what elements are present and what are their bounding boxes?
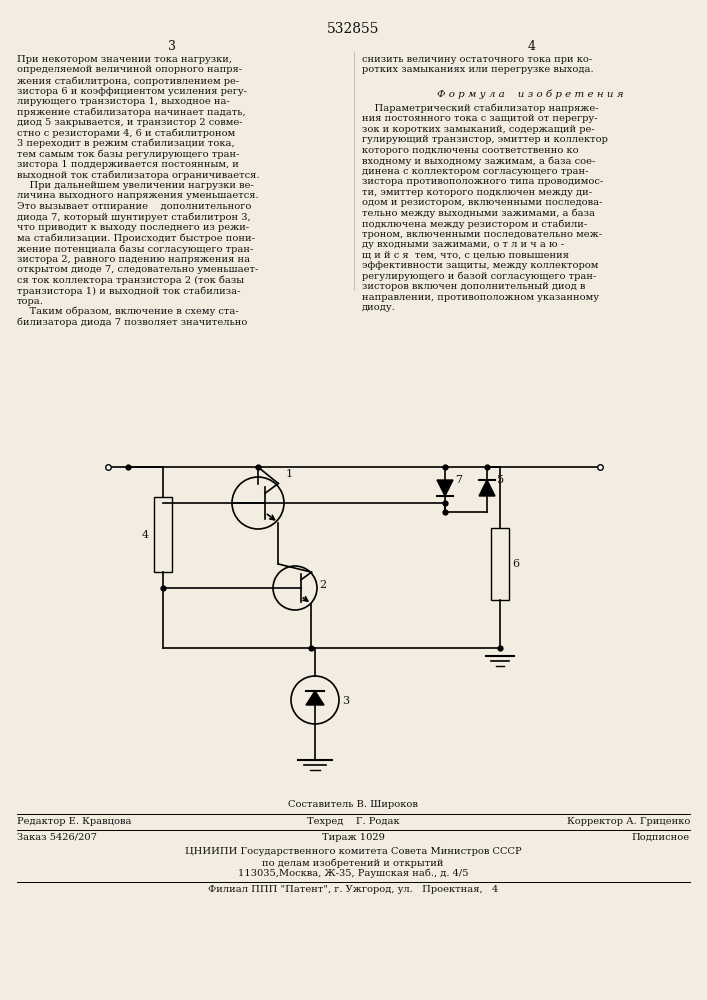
- Text: по делам изобретений и открытий: по делам изобретений и открытий: [262, 858, 444, 867]
- Text: Ф о р м у л а    и з о б р е т е н и я: Ф о р м у л а и з о б р е т е н и я: [437, 90, 624, 99]
- Text: тельно между выходными зажимами, а база: тельно между выходными зажимами, а база: [362, 209, 595, 218]
- Text: зистора 6 и коэффициентом усиления регу-: зистора 6 и коэффициентом усиления регу-: [17, 87, 247, 96]
- Text: эффективности защиты, между коллектором: эффективности защиты, между коллектором: [362, 261, 598, 270]
- Text: снизить величину остаточного тока при ко-: снизить величину остаточного тока при ко…: [362, 55, 592, 64]
- Text: лирующего транзистора 1, выходное на-: лирующего транзистора 1, выходное на-: [17, 97, 230, 106]
- Text: При некотором значении тока нагрузки,: При некотором значении тока нагрузки,: [17, 55, 232, 64]
- Text: 3 переходит в режим стабилизации тока,: 3 переходит в режим стабилизации тока,: [17, 139, 235, 148]
- Text: Подписное: Подписное: [632, 833, 690, 842]
- Text: ся ток коллектора транзистора 2 (ток базы: ся ток коллектора транзистора 2 (ток баз…: [17, 275, 244, 285]
- Text: 113035,Москва, Ж-35, Раушская наб., д. 4/5: 113035,Москва, Ж-35, Раушская наб., д. 4…: [238, 869, 468, 879]
- Text: 7: 7: [455, 475, 462, 485]
- Text: 4: 4: [142, 530, 149, 540]
- Text: 2: 2: [319, 580, 326, 590]
- Text: 6: 6: [512, 559, 519, 569]
- Text: направлении, противоположном указанному: направлении, противоположном указанному: [362, 293, 599, 302]
- Text: личина выходного напряжения уменьшается.: личина выходного напряжения уменьшается.: [17, 192, 259, 200]
- Text: подключена между резистором и стабили-: подключена между резистором и стабили-: [362, 219, 588, 229]
- Text: Техред    Г. Родак: Техред Г. Родак: [307, 817, 399, 826]
- Text: ду входными зажимами, о т л и ч а ю -: ду входными зажимами, о т л и ч а ю -: [362, 240, 564, 249]
- Text: ти, эмиттер которого подключен между ди-: ти, эмиттер которого подключен между ди-: [362, 188, 592, 197]
- Text: Тираж 1029: Тираж 1029: [322, 833, 385, 842]
- Text: 532855: 532855: [327, 22, 379, 36]
- Text: тора.: тора.: [17, 296, 44, 306]
- Text: что приводит к выходу последнего из режи-: что приводит к выходу последнего из режи…: [17, 223, 250, 232]
- Text: жения стабилитрона, сопротивлением ре-: жения стабилитрона, сопротивлением ре-: [17, 76, 239, 86]
- Text: троном, включенными последовательно меж-: троном, включенными последовательно меж-: [362, 230, 602, 239]
- Polygon shape: [306, 691, 324, 705]
- Text: билизатора диода 7 позволяет значительно: билизатора диода 7 позволяет значительно: [17, 318, 247, 327]
- Text: Редактор Е. Кравцова: Редактор Е. Кравцова: [17, 817, 132, 826]
- Text: зистора 2, равного падению напряжения на: зистора 2, равного падению напряжения на: [17, 254, 250, 263]
- Text: Таким образом, включение в схему ста-: Таким образом, включение в схему ста-: [17, 307, 239, 316]
- Text: стно с резисторами 4, 6 и стабилитроном: стно с резисторами 4, 6 и стабилитроном: [17, 128, 235, 138]
- Text: тем самым ток базы регулирующего тран-: тем самым ток базы регулирующего тран-: [17, 149, 240, 159]
- Text: ЦНИИПИ Государственного комитета Совета Министров СССР: ЦНИИПИ Государственного комитета Совета …: [185, 847, 521, 856]
- Text: ротких замыканиях или перегрузке выхода.: ротких замыканиях или перегрузке выхода.: [362, 66, 594, 75]
- Bar: [491, 528, 509, 600]
- Text: 3: 3: [342, 696, 349, 706]
- Text: 5: 5: [497, 475, 504, 485]
- Text: 1: 1: [286, 469, 293, 479]
- Text: диоду.: диоду.: [362, 303, 396, 312]
- Text: регулирующего и базой согласующего тран-: регулирующего и базой согласующего тран-: [362, 272, 597, 281]
- Text: транзистора 1) и выходной ток стабилиза-: транзистора 1) и выходной ток стабилиза-: [17, 286, 240, 296]
- Polygon shape: [437, 480, 453, 496]
- Text: Параметрический стабилизатор напряже-: Параметрический стабилизатор напряже-: [362, 104, 599, 113]
- Text: зок и коротких замыканий, содержащий ре-: зок и коротких замыканий, содержащий ре-: [362, 125, 595, 134]
- Text: диода 7, который шунтирует стабилитрон 3,: диода 7, который шунтирует стабилитрон 3…: [17, 213, 250, 222]
- Text: зистора противоположного типа проводимос-: зистора противоположного типа проводимос…: [362, 177, 603, 186]
- Text: ния постоянного тока с защитой от перегру-: ния постоянного тока с защитой от перегр…: [362, 114, 597, 123]
- Text: определяемой величиной опорного напря-: определяемой величиной опорного напря-: [17, 66, 242, 75]
- Text: Корректор А. Гриценко: Корректор А. Гриценко: [566, 817, 690, 826]
- Text: динена с коллектором согласующего тран-: динена с коллектором согласующего тран-: [362, 167, 588, 176]
- Text: Это вызывает отпирание    дополнительного: Это вызывает отпирание дополнительного: [17, 202, 252, 211]
- Text: жение потенциала базы согласующего тран-: жение потенциала базы согласующего тран-: [17, 244, 253, 253]
- Text: Заказ 5426/207: Заказ 5426/207: [17, 833, 97, 842]
- Text: гулирующий транзистор, эмиттер и коллектор: гулирующий транзистор, эмиттер и коллект…: [362, 135, 608, 144]
- Text: При дальнейшем увеличении нагрузки ве-: При дальнейшем увеличении нагрузки ве-: [17, 181, 254, 190]
- Text: 4: 4: [528, 40, 536, 53]
- Bar: [154, 497, 172, 572]
- Text: ма стабилизации. Происходит быстрое пони-: ма стабилизации. Происходит быстрое пони…: [17, 233, 255, 243]
- Text: 3: 3: [168, 40, 176, 53]
- Text: входному и выходному зажимам, а база сое-: входному и выходному зажимам, а база сое…: [362, 156, 595, 166]
- Text: выходной ток стабилизатора ограничивается.: выходной ток стабилизатора ограничиваетс…: [17, 170, 259, 180]
- Text: Составитель В. Широков: Составитель В. Широков: [288, 800, 418, 809]
- Text: открытом диоде 7, следовательно уменьшает-: открытом диоде 7, следовательно уменьшае…: [17, 265, 258, 274]
- Text: зисторов включен дополнительный диод в: зисторов включен дополнительный диод в: [362, 282, 585, 291]
- Polygon shape: [479, 480, 495, 496]
- Text: которого подключены соответственно ко: которого подключены соответственно ко: [362, 146, 578, 155]
- Text: Филиал ППП "Патент", г. Ужгород, ул.   Проектная,   4: Филиал ППП "Патент", г. Ужгород, ул. Про…: [208, 885, 498, 894]
- Text: пряжение стабилизатора начинает падать,: пряжение стабилизатора начинает падать,: [17, 107, 245, 117]
- Text: щ и й с я  тем, что, с целью повышения: щ и й с я тем, что, с целью повышения: [362, 251, 569, 260]
- Text: одом и резистором, включенными последова-: одом и резистором, включенными последова…: [362, 198, 602, 207]
- Text: диод 5 закрывается, и транзистор 2 совме-: диод 5 закрывается, и транзистор 2 совме…: [17, 118, 243, 127]
- Text: зистора 1 поддерживается постоянным, и: зистора 1 поддерживается постоянным, и: [17, 160, 239, 169]
